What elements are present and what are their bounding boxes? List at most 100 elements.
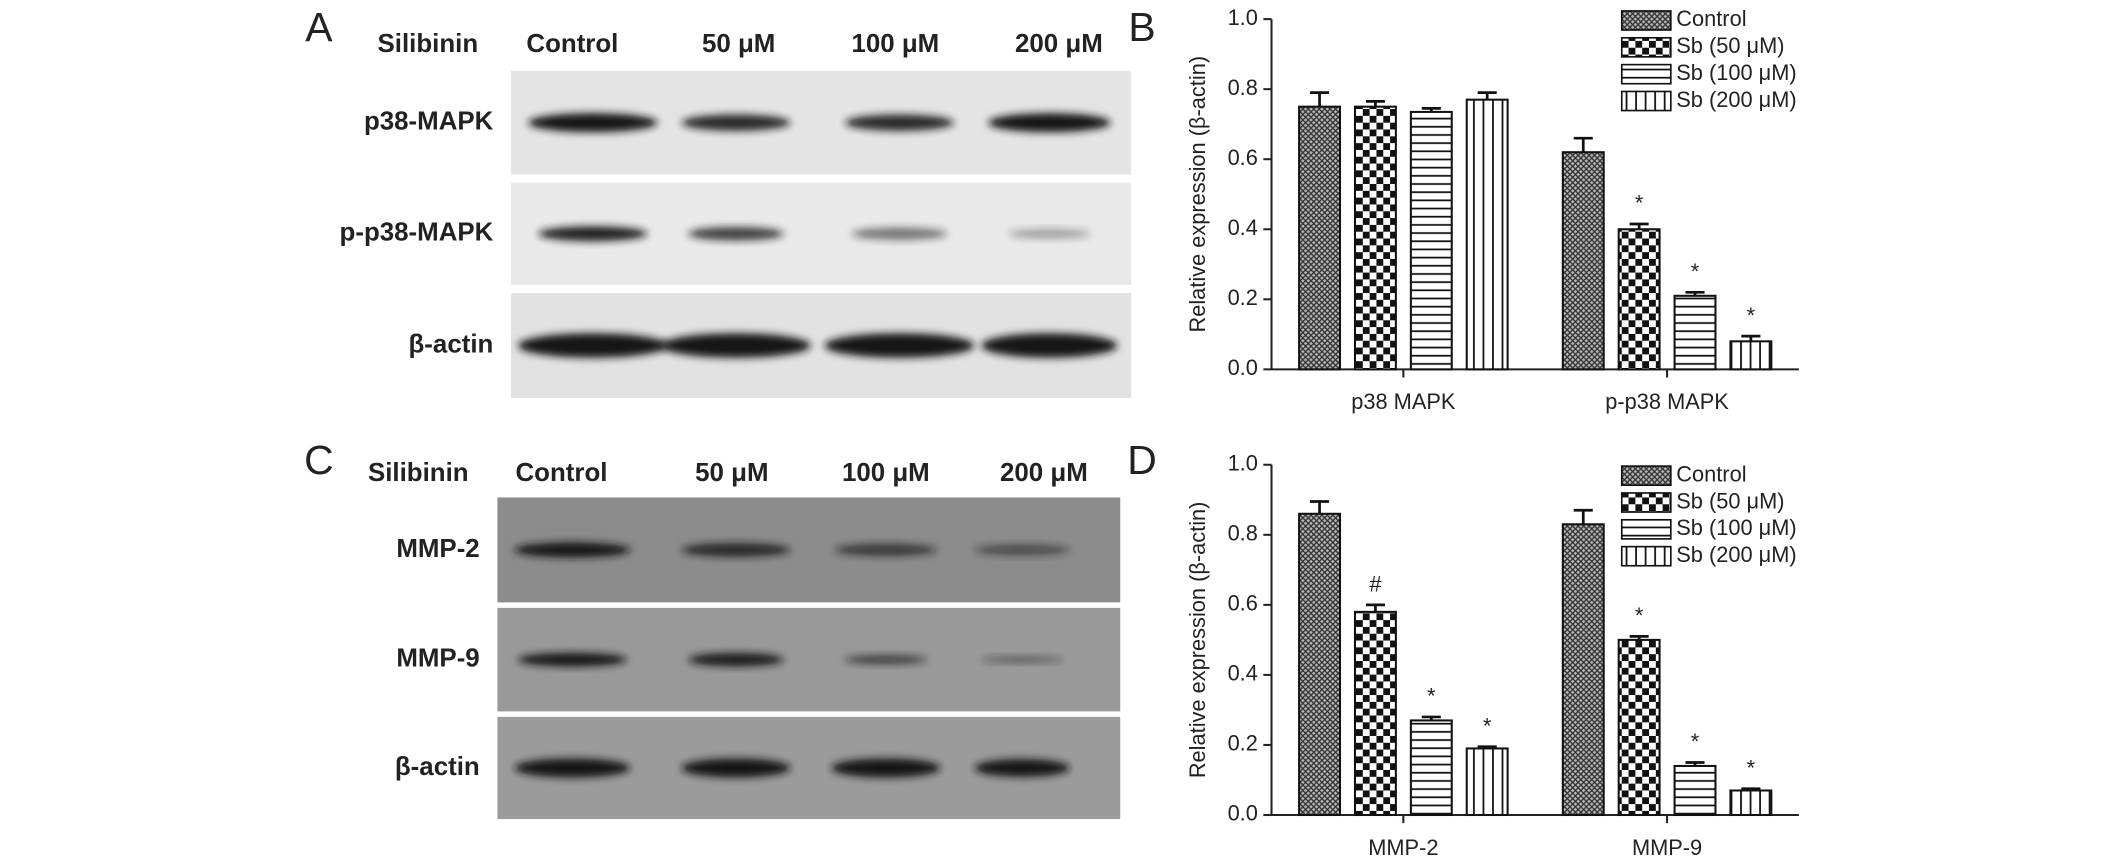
band bbox=[514, 758, 631, 778]
band bbox=[538, 226, 648, 242]
bar bbox=[1673, 294, 1717, 371]
y-tick-label: 0.6 bbox=[1228, 591, 1258, 616]
lane-label: Control bbox=[526, 30, 618, 58]
significance-mark: * bbox=[1635, 191, 1644, 216]
band bbox=[688, 226, 784, 241]
band bbox=[517, 333, 668, 358]
band bbox=[517, 652, 627, 667]
lane-label: 200 μM bbox=[1000, 459, 1088, 487]
lane-label: 50 μM bbox=[702, 30, 775, 58]
content: A B C D Silibinin Control 50 μM 100 μM 200 μM p38… bbox=[304, 4, 1799, 860]
bar bbox=[1298, 512, 1342, 817]
bar bbox=[1673, 764, 1717, 817]
legend-label: Sb (200 μM) bbox=[1676, 542, 1796, 567]
significance-mark: * bbox=[1427, 684, 1436, 709]
lane-label: 100 μM bbox=[842, 459, 930, 487]
legend-label: Sb (50 μM) bbox=[1676, 488, 1784, 513]
legend-label: Sb (50 μM) bbox=[1676, 33, 1784, 58]
y-tick-label: 0.6 bbox=[1228, 145, 1258, 170]
band bbox=[681, 114, 791, 131]
treatment-label: Silibinin bbox=[378, 30, 479, 58]
legend-swatch bbox=[1620, 36, 1672, 58]
y-tick-label: 0.8 bbox=[1228, 75, 1258, 100]
band bbox=[988, 113, 1111, 133]
bar bbox=[1465, 98, 1509, 371]
bar bbox=[1409, 719, 1453, 817]
bar bbox=[1298, 105, 1342, 371]
band bbox=[974, 544, 1070, 556]
y-tick-label: 0.0 bbox=[1228, 355, 1258, 380]
bar bbox=[1465, 747, 1509, 817]
band bbox=[844, 654, 927, 665]
band bbox=[514, 542, 631, 558]
panel-label: B bbox=[1128, 4, 1155, 50]
band bbox=[824, 333, 975, 358]
bar bbox=[1617, 638, 1661, 817]
treatment-label: Silibinin bbox=[368, 459, 469, 487]
row-label: MMP-2 bbox=[396, 535, 479, 563]
row-label: p-p38-MAPK bbox=[340, 219, 494, 247]
panel-label: C bbox=[304, 437, 334, 483]
bar bbox=[1729, 340, 1773, 371]
band bbox=[981, 333, 1118, 358]
lane-label: 100 μM bbox=[851, 30, 939, 58]
bar bbox=[1561, 523, 1605, 817]
significance-mark: * bbox=[1747, 303, 1756, 328]
band bbox=[681, 543, 791, 557]
x-tick-label: MMP-9 bbox=[1632, 835, 1702, 860]
row-label: MMP-9 bbox=[396, 644, 479, 672]
row-label: p38-MAPK bbox=[364, 108, 494, 136]
y-tick-label: 0.4 bbox=[1228, 661, 1258, 686]
legend-swatch bbox=[1620, 545, 1672, 567]
band bbox=[681, 758, 791, 778]
x-tick-label: p38 MAPK bbox=[1351, 389, 1456, 414]
bar bbox=[1729, 789, 1773, 817]
y-tick-label: 0.2 bbox=[1228, 731, 1258, 756]
legend-swatch bbox=[1620, 518, 1672, 540]
bar bbox=[1617, 228, 1661, 371]
y-tick-label: 0.4 bbox=[1228, 215, 1258, 240]
band bbox=[528, 113, 658, 133]
legend-swatch bbox=[1620, 10, 1672, 31]
y-tick-label: 1.0 bbox=[1228, 5, 1258, 30]
row-label: β-actin bbox=[409, 330, 494, 358]
band bbox=[974, 759, 1070, 777]
band bbox=[851, 227, 948, 240]
band bbox=[688, 652, 784, 667]
band bbox=[834, 543, 937, 557]
bar bbox=[1409, 110, 1453, 371]
band bbox=[844, 114, 954, 131]
bar bbox=[1353, 105, 1397, 371]
significance-mark: * bbox=[1691, 729, 1700, 754]
y-axis-title: Relative expression (β-actin) bbox=[1185, 56, 1210, 333]
lane-label: 50 μM bbox=[695, 459, 768, 487]
y-tick-label: 0.8 bbox=[1228, 521, 1258, 546]
band bbox=[1008, 228, 1091, 239]
significance-mark: * bbox=[1691, 259, 1700, 284]
y-tick-label: 0.0 bbox=[1228, 801, 1258, 826]
bar bbox=[1353, 610, 1397, 817]
legend-label: Control bbox=[1676, 6, 1746, 31]
bar bbox=[1561, 151, 1605, 371]
legend-swatch bbox=[1620, 90, 1672, 112]
legend-label: Sb (100 μM) bbox=[1676, 60, 1796, 85]
legend-label: Control bbox=[1676, 461, 1746, 486]
significance-mark: # bbox=[1369, 572, 1382, 597]
legend-swatch bbox=[1620, 63, 1672, 85]
band bbox=[831, 758, 941, 778]
significance-mark: * bbox=[1635, 603, 1644, 628]
significance-mark: * bbox=[1747, 755, 1756, 780]
row-label: β-actin bbox=[395, 753, 480, 781]
y-tick-label: 1.0 bbox=[1228, 451, 1258, 476]
legend-swatch bbox=[1620, 465, 1672, 487]
lane-label: 200 μM bbox=[1015, 30, 1103, 58]
panel-label: D bbox=[1127, 437, 1157, 483]
x-tick-label: MMP-2 bbox=[1368, 835, 1438, 860]
legend-label: Sb (100 μM) bbox=[1676, 515, 1796, 540]
panel-label: A bbox=[305, 4, 333, 50]
lane-label: Control bbox=[515, 459, 607, 487]
y-tick-label: 0.2 bbox=[1228, 285, 1258, 310]
legend-label: Sb (200 μM) bbox=[1676, 87, 1796, 112]
band bbox=[660, 333, 811, 358]
